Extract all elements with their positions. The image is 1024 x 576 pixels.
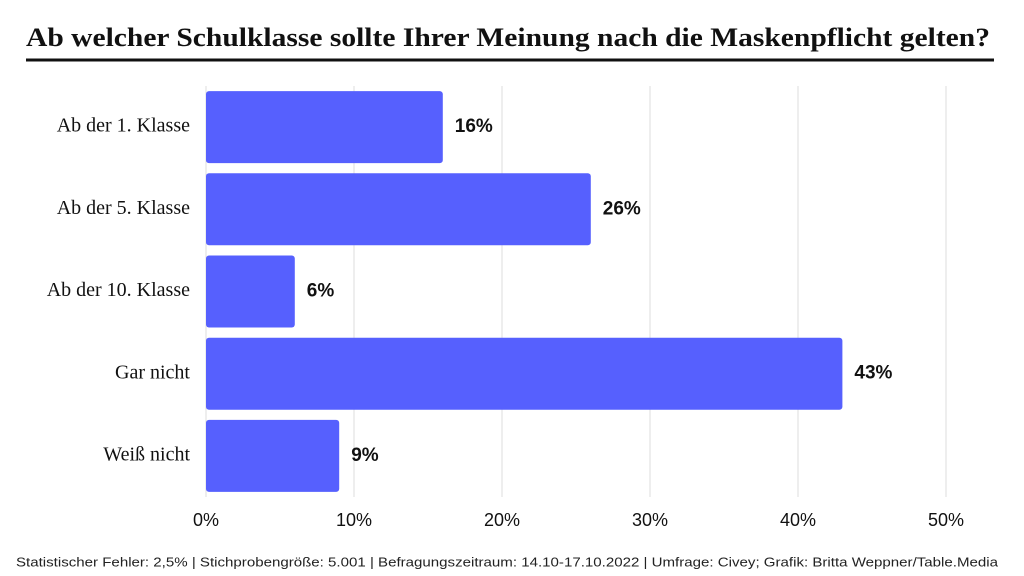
y-tick-label: Gar nicht [115,361,190,383]
y-tick-label: Ab der 5. Klasse [57,197,190,219]
bar [206,419,340,492]
x-tick-label: 40% [780,510,816,530]
x-tick-label: 0% [193,510,219,530]
bar [206,173,591,246]
y-tick-label: Ab der 10. Klasse [47,279,190,301]
value-label: 16% [455,116,493,137]
x-tick-label: 50% [928,510,964,530]
y-tick-label: Ab der 1. Klasse [57,115,190,137]
bar [206,91,443,164]
x-tick-label: 10% [336,510,372,530]
value-label: 6% [307,281,335,302]
value-label: 26% [603,198,641,219]
value-label: 9% [351,445,379,466]
footnote: Statistischer Fehler: 2,5% | Stichproben… [16,555,998,569]
x-tick-label: 30% [632,510,668,530]
y-tick-label: Weiß nicht [103,443,190,465]
chart-title: Ab welcher Schulklasse sollte Ihrer Mein… [26,23,990,52]
bar [206,337,843,410]
x-tick-label: 20% [484,510,520,530]
bar [206,255,295,328]
value-label: 43% [854,363,892,384]
